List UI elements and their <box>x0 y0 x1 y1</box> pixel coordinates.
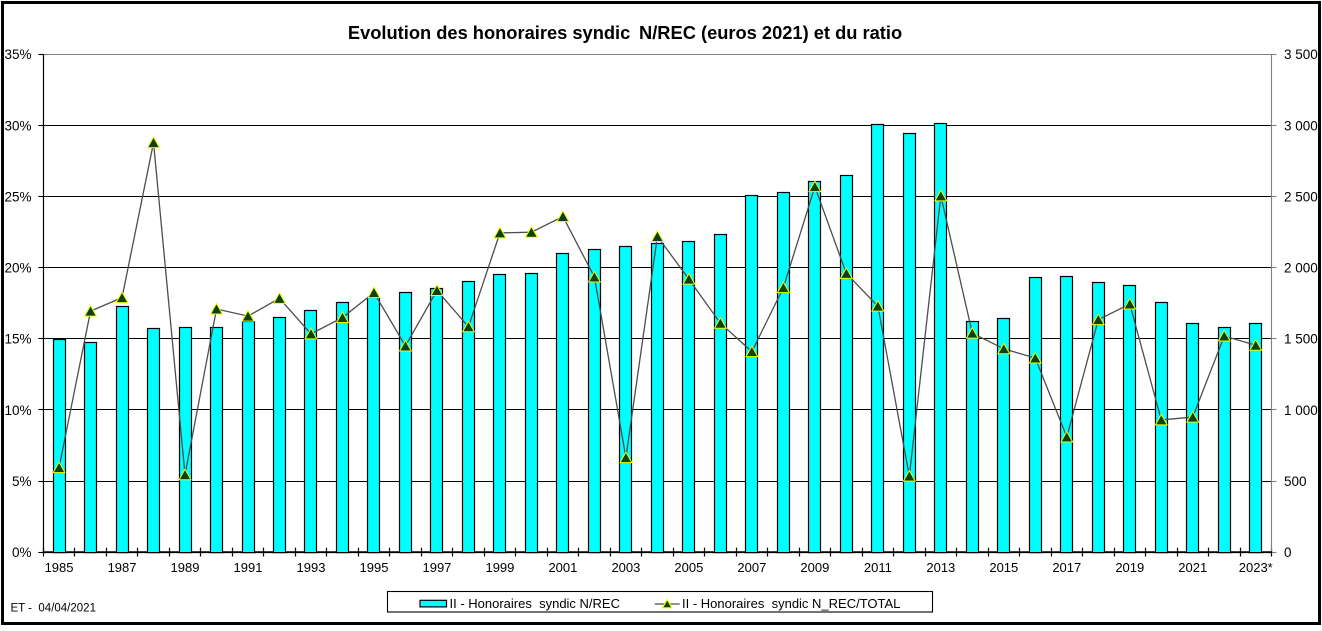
svg-text:20%: 20% <box>4 261 31 276</box>
svg-text:2009: 2009 <box>800 560 829 575</box>
svg-text:2011: 2011 <box>864 560 892 575</box>
svg-text:2017: 2017 <box>1052 560 1081 575</box>
svg-text:1985: 1985 <box>45 560 74 575</box>
svg-text:2 500: 2 500 <box>1284 189 1318 204</box>
svg-text:25%: 25% <box>4 189 31 204</box>
svg-text:1995: 1995 <box>360 560 389 575</box>
svg-text:1993: 1993 <box>297 560 326 575</box>
svg-text:1 000: 1 000 <box>1284 403 1318 418</box>
svg-text:3 000: 3 000 <box>1284 118 1318 133</box>
svg-text:0%: 0% <box>12 545 32 560</box>
svg-text:2001: 2001 <box>548 560 577 575</box>
svg-text:II - Honoraires syndic N/REC: II - Honoraires syndic N/REC <box>450 596 621 611</box>
svg-text:500: 500 <box>1284 474 1307 489</box>
svg-text:2023*: 2023* <box>1239 560 1273 575</box>
svg-text:1997: 1997 <box>422 560 451 575</box>
svg-text:3 500: 3 500 <box>1284 47 1318 62</box>
svg-text:2015: 2015 <box>989 560 1018 575</box>
svg-text:0: 0 <box>1284 545 1292 560</box>
svg-text:2019: 2019 <box>1115 560 1144 575</box>
svg-text:10%: 10% <box>4 403 31 418</box>
svg-text:1999: 1999 <box>485 560 514 575</box>
svg-text:ET - 04/04/2021: ET - 04/04/2021 <box>11 603 96 615</box>
svg-text:2 000: 2 000 <box>1284 261 1318 276</box>
svg-text:2003: 2003 <box>611 560 640 575</box>
svg-text:2021: 2021 <box>1178 560 1207 575</box>
svg-text:1991: 1991 <box>234 560 263 575</box>
svg-text:30%: 30% <box>4 118 31 133</box>
svg-text:2005: 2005 <box>674 560 703 575</box>
svg-text:15%: 15% <box>4 332 31 347</box>
svg-text:2013: 2013 <box>926 560 955 575</box>
svg-text:Evolution des honoraires syndi: Evolution des honoraires syndic N/REC (e… <box>348 22 902 43</box>
svg-text:2007: 2007 <box>737 560 766 575</box>
svg-text:1987: 1987 <box>108 560 137 575</box>
svg-text:35%: 35% <box>4 47 31 62</box>
svg-text:1989: 1989 <box>171 560 200 575</box>
svg-text:5%: 5% <box>12 474 32 489</box>
svg-text:1 500: 1 500 <box>1284 332 1318 347</box>
svg-text:II - Honoraires syndic N_REC/: II - Honoraires syndic N_REC/TOTAL <box>682 596 900 611</box>
